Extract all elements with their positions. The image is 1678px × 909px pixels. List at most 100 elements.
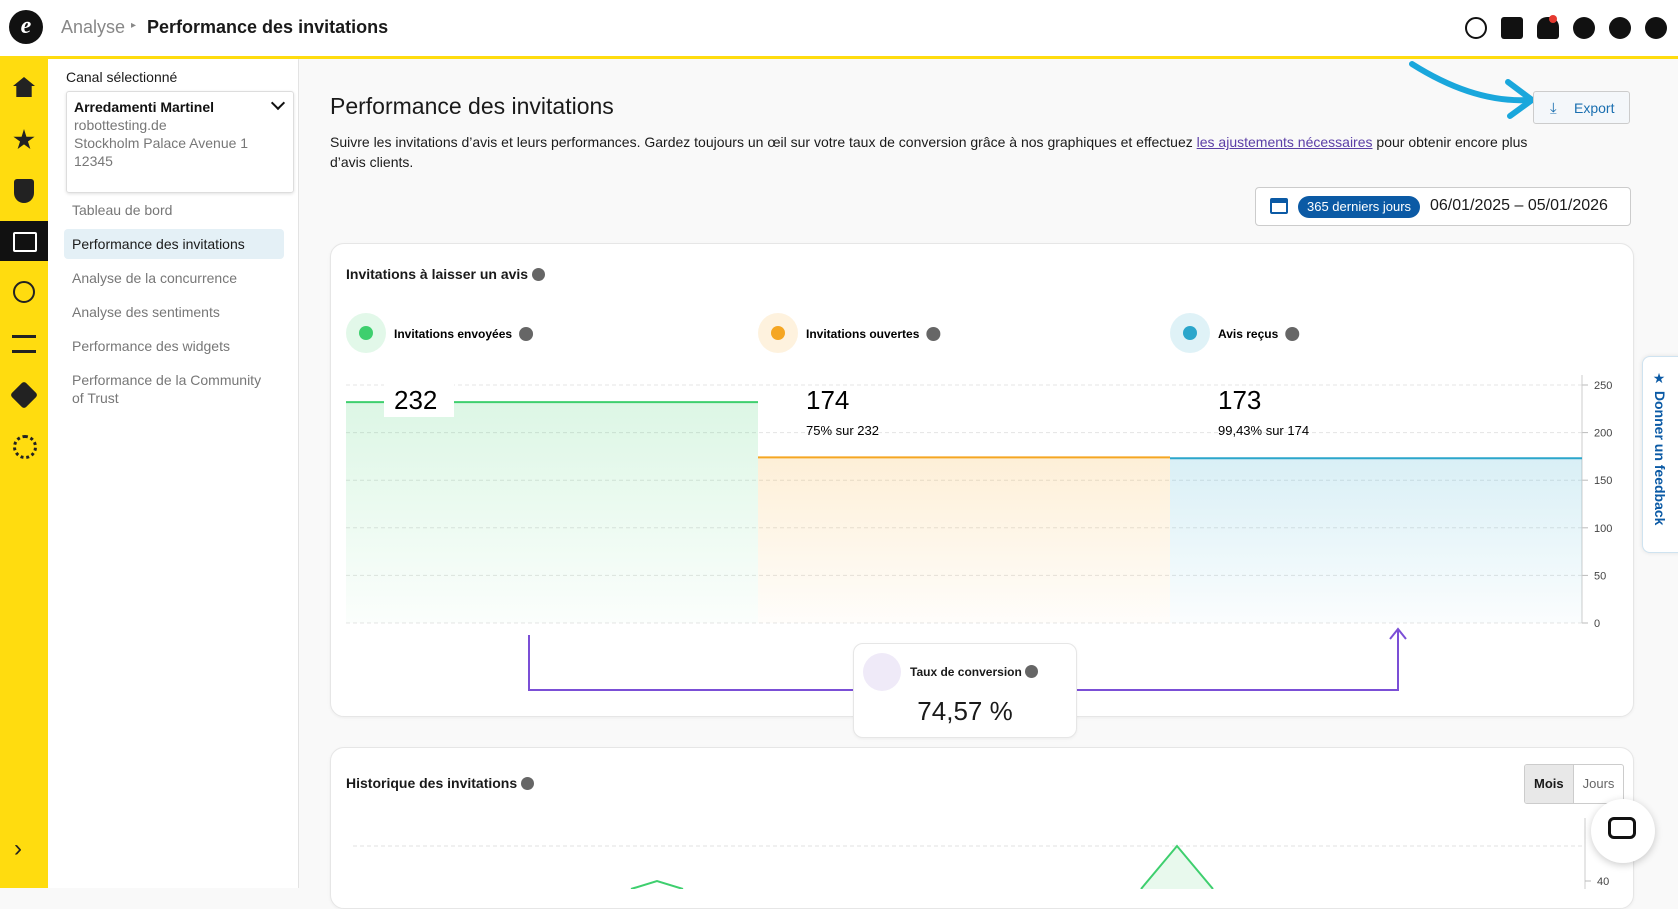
channel-domain: robottesting.de bbox=[74, 117, 167, 133]
funnel-bar bbox=[346, 402, 758, 623]
conversion-value: 74,57 % bbox=[917, 696, 1013, 726]
step-icon-glyph bbox=[359, 326, 373, 340]
conversion-label-text: Taux de conversion bbox=[910, 665, 1022, 679]
date-range: 06/01/2025 – 05/01/2026 bbox=[1430, 197, 1608, 214]
period-toggle: Mois Jours bbox=[1524, 764, 1625, 804]
y-tick-label: 0 bbox=[1594, 618, 1600, 630]
info-icon[interactable] bbox=[531, 268, 545, 281]
export-button[interactable]: ⤓ Export bbox=[1533, 91, 1630, 124]
logo[interactable]: e bbox=[9, 10, 43, 44]
channel-name: Arredamenti Martinel bbox=[74, 99, 215, 115]
page-title: Performance des invitations bbox=[330, 93, 614, 119]
legal-icon[interactable] bbox=[12, 335, 36, 353]
y-tick-label: 50 bbox=[1594, 570, 1606, 582]
step-label: Avis reçus bbox=[1218, 327, 1279, 341]
shield-icon[interactable] bbox=[14, 179, 34, 203]
breadcrumb-separator: ▸ bbox=[131, 20, 137, 31]
date-range-badge: 365 derniers jours bbox=[1298, 196, 1421, 218]
y-tick-label: 40 bbox=[1597, 876, 1609, 888]
funnel-bar bbox=[758, 457, 1170, 623]
step-value: 232 bbox=[394, 385, 437, 415]
history-ticks: 40 bbox=[1585, 876, 1609, 888]
history-title: Historique des invitations bbox=[346, 775, 535, 791]
breadcrumb-current: Performance des invitations bbox=[147, 17, 389, 37]
step-sub: 99,43% sur 174 bbox=[1218, 423, 1309, 438]
step-sub: 75% sur 232 bbox=[806, 423, 879, 438]
gift-icon[interactable] bbox=[1501, 17, 1523, 39]
nav-item[interactable]: Analyse de la concurrence bbox=[72, 270, 237, 286]
expand-icon[interactable]: › bbox=[14, 835, 22, 862]
feedback-label: ★ Donner un feedback bbox=[1652, 371, 1668, 526]
info-icon[interactable] bbox=[1285, 327, 1300, 341]
step-value: 173 bbox=[1218, 385, 1261, 415]
analytics-glyph bbox=[13, 232, 37, 252]
step-label: Invitations envoyées bbox=[394, 327, 512, 341]
y-tick-label: 250 bbox=[1594, 380, 1612, 392]
history-chart: 40 bbox=[353, 818, 1609, 889]
chat-button[interactable] bbox=[1591, 799, 1655, 863]
history-peak bbox=[1140, 844, 1214, 889]
step-icon-glyph bbox=[1183, 326, 1197, 340]
account-icon[interactable] bbox=[1645, 17, 1667, 39]
step-icon-glyph bbox=[771, 326, 785, 340]
top-bar: e Analyse ▸ Performance des invitations bbox=[0, 0, 1678, 59]
history-card: Historique des invitations Mois Jours 40 bbox=[330, 747, 1634, 909]
feedback-tab[interactable]: ★ Donner un feedback bbox=[1642, 356, 1678, 553]
reviews-icon[interactable] bbox=[13, 129, 35, 150]
conversion-bracket bbox=[1075, 627, 1407, 691]
channel-address: Stockholm Palace Avenue 1 bbox=[74, 135, 249, 151]
y-tick-label: 100 bbox=[1594, 523, 1612, 535]
trusted-icon[interactable] bbox=[1573, 17, 1595, 39]
sidebar: Canal sélectionné Arredamenti Martinel r… bbox=[48, 59, 299, 888]
info-icon[interactable] bbox=[1025, 665, 1039, 678]
history-title-text: Historique des invitations bbox=[346, 775, 518, 791]
integrations-icon[interactable] bbox=[9, 380, 39, 410]
description-text: pour obtenir encore plus d’avis clients. bbox=[330, 134, 1528, 170]
trust-icon[interactable] bbox=[13, 281, 35, 303]
nav-item[interactable]: Performance de la Community of Trust bbox=[72, 372, 262, 406]
nav-item[interactable]: Performance des invitations bbox=[64, 229, 284, 259]
info-icon[interactable] bbox=[521, 777, 535, 790]
toggle-option[interactable]: Jours bbox=[1582, 776, 1615, 791]
arrow-stroke bbox=[1409, 61, 1531, 104]
breadcrumb-parent[interactable]: Analyse bbox=[61, 17, 126, 37]
channel-label: Canal sélectionné bbox=[66, 69, 178, 85]
info-icon[interactable] bbox=[519, 327, 534, 341]
annotation-arrow bbox=[1409, 61, 1538, 119]
help-icon[interactable] bbox=[1609, 17, 1631, 39]
page-description: Suivre les invitations d’avis et leurs p… bbox=[330, 132, 1540, 172]
conversion-bracket bbox=[528, 635, 853, 691]
analytics-icon-active[interactable] bbox=[0, 221, 48, 261]
nav-item[interactable]: Tableau de bord bbox=[72, 202, 173, 218]
funnel-bar bbox=[1170, 458, 1582, 623]
funnel-chart: 0 50 100 150 200 250 Invitations envoyées 232 In… bbox=[346, 313, 1612, 691]
export-label: Export bbox=[1574, 100, 1615, 116]
nav-item[interactable]: Analyse des sentiments bbox=[72, 304, 220, 320]
nav-item[interactable]: Performance des widgets bbox=[72, 338, 230, 354]
icon-rail: › bbox=[0, 59, 48, 888]
arrow-head bbox=[1505, 79, 1538, 119]
home-icon[interactable] bbox=[13, 77, 35, 97]
settings-icon[interactable] bbox=[13, 435, 37, 459]
step-label: Invitations ouvertes bbox=[806, 327, 920, 341]
toggle-option[interactable]: Mois bbox=[1525, 765, 1574, 803]
conversion-label: Taux de conversion bbox=[910, 665, 1039, 679]
fingerprint-icon[interactable] bbox=[1465, 17, 1487, 39]
description-text: Suivre les invitations d’avis et leurs p… bbox=[330, 134, 1197, 150]
history-peak bbox=[630, 879, 684, 889]
feedback-text: Donner un feedback bbox=[1652, 390, 1668, 526]
funnel-title-text: Invitations à laisser un avis bbox=[346, 266, 529, 282]
date-range-picker[interactable]: 365 derniers jours 06/01/2025 – 05/01/20… bbox=[1255, 187, 1631, 226]
value-bg bbox=[384, 383, 454, 417]
y-tick-label: 150 bbox=[1594, 475, 1612, 487]
channel-zip: 12345 bbox=[74, 153, 113, 169]
description-link[interactable]: les ajustements nécessaires bbox=[1196, 134, 1373, 150]
info-icon[interactable] bbox=[926, 327, 941, 341]
chat-icon bbox=[1608, 817, 1636, 839]
step-value: 174 bbox=[806, 385, 849, 415]
channel-select[interactable]: Arredamenti Martinel robottesting.de Sto… bbox=[66, 91, 294, 193]
notification-dot bbox=[1549, 15, 1557, 23]
funnel-title: Invitations à laisser un avis bbox=[346, 266, 545, 282]
calendar-icon bbox=[1270, 198, 1288, 214]
